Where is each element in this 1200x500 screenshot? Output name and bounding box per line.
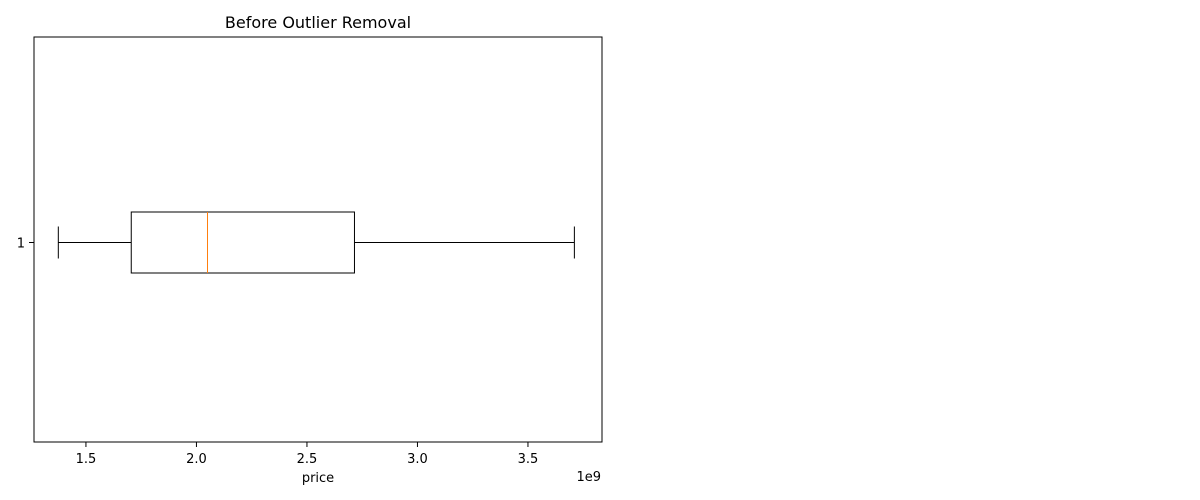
x-tick-label: 3.5 — [518, 452, 539, 467]
y-tick-label: 1 — [17, 237, 25, 252]
plot-area: 1.5 2.0 2.5 3.0 3.5 1 — [17, 36, 603, 467]
chart-title: Before Outlier Removal — [225, 13, 411, 32]
iqr-box — [130, 211, 355, 274]
axes-frame — [33, 36, 603, 443]
x-axis-label: price — [302, 471, 334, 486]
x-tick-label: 2.5 — [297, 452, 318, 467]
x-tick-label: 1.5 — [76, 452, 97, 467]
x-tick-label: 2.0 — [186, 452, 207, 467]
x-tick-label: 3.0 — [407, 452, 428, 467]
x-axis-offset-label: 1e9 — [576, 470, 601, 485]
